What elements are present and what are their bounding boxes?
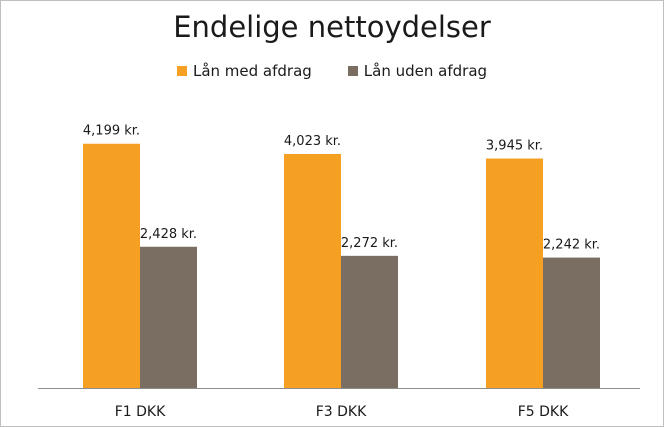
data-label-series-1-3: 3,945 kr.: [486, 139, 543, 154]
x-tick-label-2: F3 DKK: [316, 404, 367, 420]
data-label-series-2-3: 2,242 kr.: [543, 238, 600, 253]
bar-series-1-2: [284, 153, 341, 388]
legend-label-series-2: Lån uden afdrag: [363, 62, 488, 80]
data-label-series-2-2: 2,272 kr.: [341, 236, 398, 251]
legend-item-series-2: Lån uden afdrag: [347, 62, 488, 80]
chart-title: Endelige nettoydelser: [173, 10, 491, 44]
bar-series-2-2: [341, 255, 398, 388]
bar-series-1-3: [486, 158, 543, 388]
x-tick-label-3: F5 DKK: [518, 404, 569, 420]
data-label-series-2-1: 2,428 kr.: [140, 227, 197, 242]
data-label-series-1-2: 4,023 kr.: [284, 134, 341, 149]
data-label-series-1-1: 4,199 kr.: [83, 124, 140, 139]
legend-swatch-series-1: [176, 66, 187, 76]
legend-swatch-series-2: [347, 66, 358, 76]
chart-legend: Lån med afdrag Lån uden afdrag: [0, 62, 664, 80]
x-tick-label-1: F1 DKK: [115, 404, 166, 420]
legend-item-series-1: Lån med afdrag: [176, 62, 312, 80]
bar-series-2-3: [543, 257, 600, 388]
bar-series-2-1: [140, 246, 197, 388]
bar-series-1-1: [83, 143, 140, 388]
legend-label-series-1: Lån med afdrag: [192, 62, 312, 80]
